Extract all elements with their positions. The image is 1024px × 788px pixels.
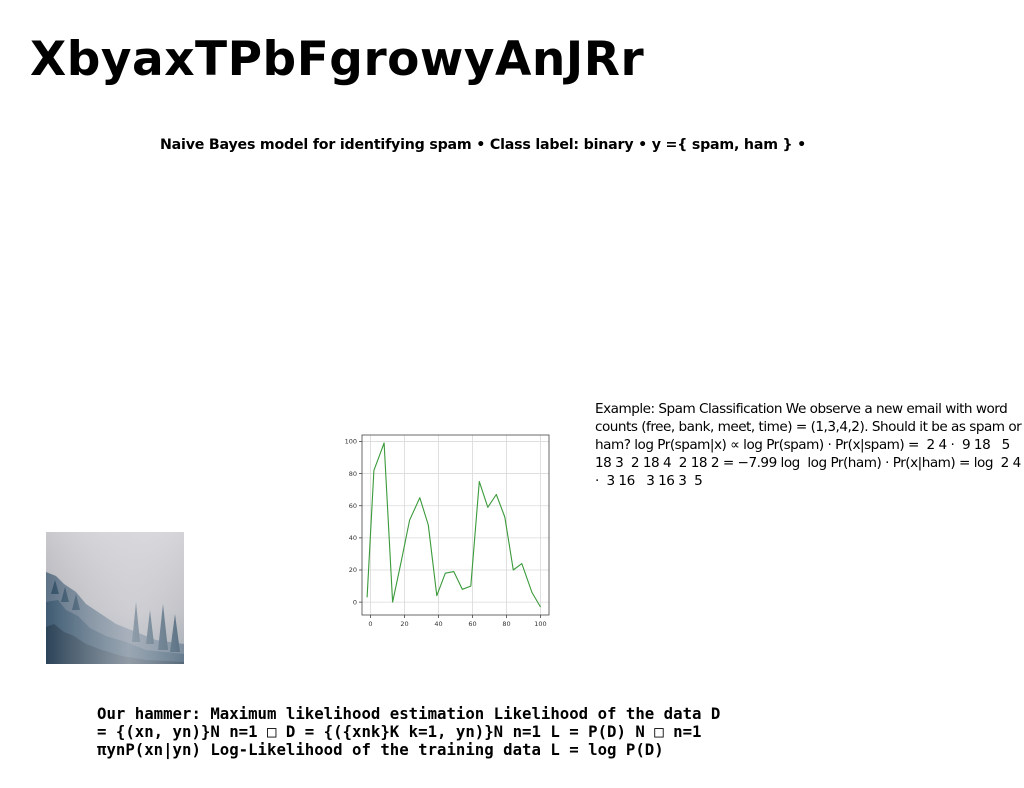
x-tick-label: 40 [434,620,442,628]
subtitle-text: Naive Bayes model for identifying spam •… [160,137,807,153]
x-tick-label: 20 [400,620,408,628]
plot-frame [361,434,550,616]
mle-text: Our hammer: Maximum likelihood estimatio… [97,704,721,759]
slide-title: XbyaxTPbFgrowyAnJRr [30,32,645,87]
forest-image [46,532,184,664]
spam-example-text: Example: Spam Classification We observe … [595,401,1022,489]
forest-photo [46,532,184,664]
y-tick-label: 60 [349,502,357,510]
y-tick-label: 20 [349,566,357,574]
y-tick-label: 40 [349,534,357,542]
x-tick-label: 0 [368,620,372,628]
y-tick-label: 0 [353,598,357,606]
series-line [366,442,541,608]
line-chart-svg: 0 20 40 60 80 100 0 20 40 60 80 100 [345,434,550,628]
y-tick-label: 100 [345,438,357,446]
plot-area [362,435,549,615]
x-tick-label: 60 [468,620,476,628]
x-tick-label: 100 [534,620,546,628]
line-chart: 0 20 40 60 80 100 0 20 40 60 80 100 [340,430,555,630]
y-tick-label: 80 [349,470,357,478]
x-tick-label: 80 [502,620,510,628]
